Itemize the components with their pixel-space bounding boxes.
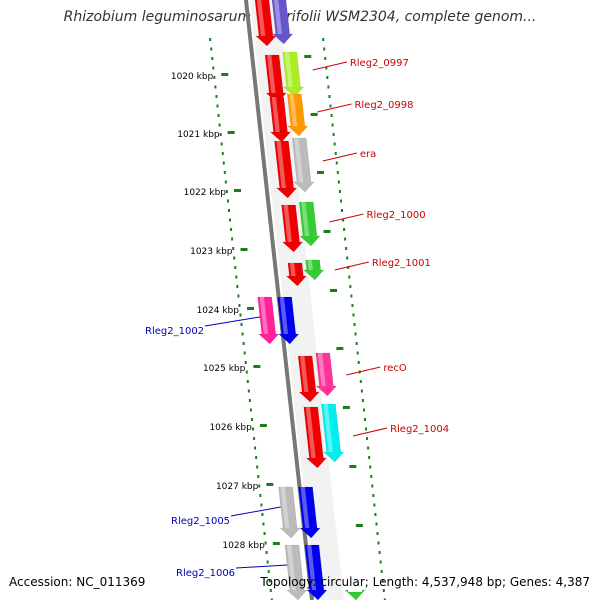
- topology-summary: Topology: circular; Length: 4,537,948 bp…: [260, 575, 590, 589]
- gene-arrow[interactable]: [269, 96, 292, 143]
- accession-label: Accession: NC_011369: [9, 575, 146, 589]
- gene-features[interactable]: [254, 0, 366, 600]
- gene-label[interactable]: Rleg2_0998: [354, 100, 413, 111]
- ruler-tick: [329, 289, 337, 292]
- ruler-tick: [310, 113, 318, 116]
- gene-arrow[interactable]: [281, 204, 304, 253]
- gene-label[interactable]: recO: [383, 363, 407, 374]
- ruler-tick-label: 1027 kbp: [216, 482, 259, 492]
- gene-arrow[interactable]: [254, 0, 277, 47]
- gene-arrow[interactable]: [287, 93, 309, 137]
- ruler-tick-label: 1028 kbp: [222, 541, 265, 551]
- ruler-tick: [259, 424, 267, 427]
- gene-label[interactable]: Rleg2_1002: [145, 326, 204, 337]
- ruler-tick: [253, 365, 261, 368]
- gene-arrow[interactable]: [282, 51, 305, 98]
- gene-arrow[interactable]: [315, 352, 338, 397]
- ruler-tick: [355, 524, 363, 527]
- gene-arrow[interactable]: [298, 486, 321, 539]
- gene-arrow[interactable]: [303, 259, 325, 281]
- gene-label[interactable]: Rleg2_0997: [350, 58, 409, 69]
- gene-label[interactable]: Rleg2_1000: [367, 210, 426, 221]
- ruler-tick-label: 1024 kbp: [197, 306, 240, 316]
- ruler-tick-label: 1025 kbp: [203, 364, 246, 374]
- map-title: Rhizobium leguminosarum bv. trifolii WSM…: [63, 9, 537, 25]
- ruler-tick: [227, 131, 235, 134]
- ruler-tick: [336, 347, 344, 350]
- ruler-tick: [221, 73, 229, 76]
- ruler-tick: [234, 189, 242, 192]
- gene-arrow[interactable]: [291, 137, 315, 193]
- gene-label[interactable]: Rleg2_1005: [171, 516, 230, 527]
- gene-arrow[interactable]: [298, 201, 321, 247]
- ruler-tick: [304, 55, 312, 58]
- gene-arrow[interactable]: [278, 486, 301, 539]
- ruler-tick-label: 1026 kbp: [209, 423, 252, 433]
- gene-label[interactable]: Rleg2_1004: [390, 424, 449, 435]
- ruler-tick-label: 1023 kbp: [190, 247, 233, 257]
- ruler-tick: [240, 248, 248, 251]
- ruler-tick: [349, 465, 357, 468]
- ruler-tick: [323, 230, 331, 233]
- gene-arrow[interactable]: [304, 544, 328, 600]
- gene-arrow[interactable]: [271, 0, 294, 45]
- ruler-tick: [246, 307, 254, 310]
- gene-arrow[interactable]: [277, 296, 300, 345]
- kbp-ruler: 1020 kbp 1021 kbp 1022 kbp 1023 kbp 1024 kbp…: [171, 38, 386, 600]
- ruler-tick-label: 1020 kbp: [171, 72, 214, 82]
- gene-arrow[interactable]: [285, 262, 307, 287]
- ruler-tick: [272, 542, 280, 545]
- gene-label[interactable]: Rleg2_1006: [176, 568, 235, 579]
- gene-arrow[interactable]: [344, 589, 366, 600]
- ruler-tick: [317, 171, 325, 174]
- ruler-tick: [266, 483, 274, 486]
- gene-label[interactable]: era: [360, 149, 376, 160]
- gene-arrow[interactable]: [274, 140, 298, 199]
- gene-arrow[interactable]: [303, 406, 327, 469]
- gene-arrow[interactable]: [321, 403, 345, 463]
- gene-arrow[interactable]: [297, 355, 320, 403]
- ruler-tick-label: 1021 kbp: [177, 130, 220, 140]
- gene-arrow[interactable]: [257, 296, 280, 345]
- ruler-tick: [342, 406, 350, 409]
- gene-label[interactable]: Rleg2_1001: [372, 258, 431, 269]
- gene-arrow[interactable]: [284, 544, 308, 600]
- ruler-tick-label: 1022 kbp: [184, 188, 227, 198]
